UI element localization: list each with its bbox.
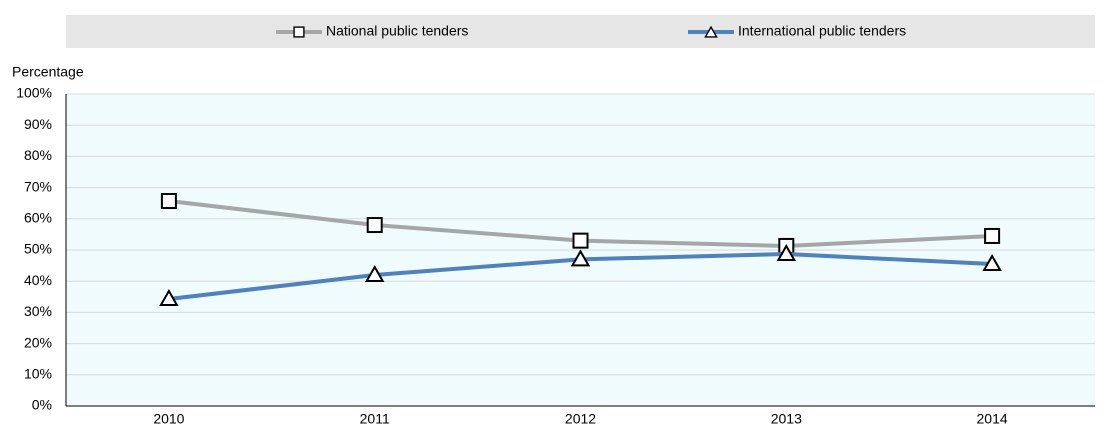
- y-tick-label: 80%: [24, 147, 52, 163]
- legend-label: International public tenders: [738, 23, 906, 39]
- marker: [572, 232, 589, 249]
- marker: [570, 249, 591, 267]
- y-axis-label: Percentage: [12, 64, 84, 80]
- x-tick-label: 2012: [565, 411, 596, 427]
- y-tick-label: 0%: [32, 397, 52, 413]
- marker: [704, 25, 718, 38]
- y-tick-label: 90%: [24, 116, 52, 132]
- marker: [160, 193, 177, 210]
- x-tick-label: 2011: [360, 411, 390, 427]
- x-tick-label: 2013: [771, 411, 802, 427]
- marker: [364, 264, 385, 282]
- marker: [984, 227, 1001, 244]
- y-tick-label: 20%: [24, 334, 52, 350]
- legend-background: [66, 15, 1095, 48]
- y-tick-label: 60%: [24, 210, 52, 226]
- legend-label: National public tenders: [326, 23, 468, 39]
- marker: [366, 217, 383, 234]
- y-tick-label: 10%: [24, 366, 52, 382]
- marker: [776, 244, 797, 262]
- x-tick-label: 2014: [977, 411, 1008, 427]
- y-tick-label: 40%: [24, 272, 52, 288]
- y-tick-label: 50%: [24, 241, 52, 257]
- marker: [982, 254, 1002, 272]
- marker: [159, 288, 179, 306]
- y-tick-label: 70%: [24, 178, 52, 194]
- y-tick-label: 100%: [16, 85, 52, 101]
- y-tick-label: 30%: [24, 303, 52, 319]
- marker: [293, 26, 305, 38]
- x-tick-label: 2010: [153, 411, 184, 427]
